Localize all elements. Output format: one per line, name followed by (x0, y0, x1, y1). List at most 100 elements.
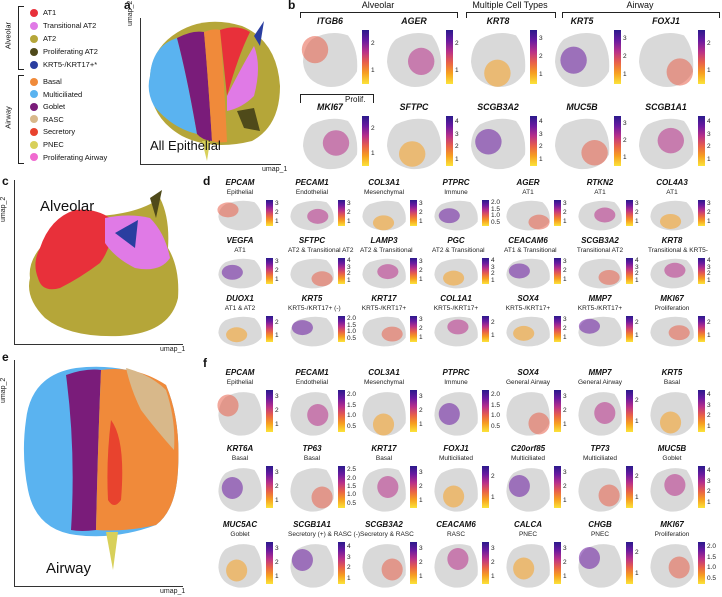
f-tick-7-2: 1 (275, 497, 279, 504)
d-umap-10 (434, 258, 478, 289)
d-tick-20-0: 2 (707, 318, 711, 326)
f-colorbar-7 (266, 466, 273, 508)
d-tick-0-1: 2 (275, 209, 279, 216)
legend-swatch (30, 127, 38, 136)
f-cell-11: C20orf85 Multiciliated 3 2 1 (504, 444, 574, 516)
d-cell-19: MMP7 KRT5-/KRT17+ 2 1 (576, 294, 646, 350)
expression-highlight (581, 140, 608, 166)
d-sub-11: AT1 & Transitional (504, 247, 557, 254)
legend-label: Transitional AT2 (43, 21, 97, 30)
f-cell-14: MUC5AC Goblet 3 2 1 (216, 520, 286, 592)
f-gene-2: COL3A1 (368, 368, 400, 377)
f-sub-14: Goblet (230, 531, 250, 538)
d-gene-4: AGER (516, 178, 540, 187)
d-umap-18 (506, 316, 550, 347)
legend-label: AT2 (43, 34, 57, 43)
expression-highlight (311, 271, 333, 287)
d-tick-7-2: 1 (275, 275, 279, 283)
f-tick-20-3: 0.5 (707, 574, 717, 582)
d-sub-0: Epithelial (226, 189, 254, 196)
legend-label: Goblet (43, 102, 66, 112)
d-umap-12 (578, 258, 622, 289)
f-sub-20: Proliferation (654, 531, 690, 538)
f-gene-6: KRT5 (661, 368, 683, 377)
d-tick-18-1: 2 (563, 325, 567, 332)
f-tick-3-2: 1.0 (491, 412, 501, 420)
legend-item-airway-5: PNEC (30, 138, 64, 151)
b-tick-9-1: 3 (707, 130, 711, 138)
d-colorbar-19 (626, 316, 633, 342)
expression-highlight (508, 475, 530, 497)
expression-highlight (598, 484, 620, 507)
f-colorbar-9 (410, 466, 417, 508)
d-sub-10: AT2 & Transitional (432, 247, 485, 254)
d-umap-20 (650, 316, 694, 347)
legend-item-airway-6: Proliferating Airway (30, 151, 107, 164)
d-umap-17 (434, 316, 478, 347)
expression-highlight (291, 320, 313, 336)
f-tick-8-0: 2.5 (347, 466, 357, 474)
b-gene-4: FOXJ1 (652, 16, 680, 26)
expression-highlight (666, 58, 693, 86)
d-tick-12-0: 4 (635, 257, 639, 265)
d-sub-5: AT1 (594, 189, 606, 196)
f-tick-11-0: 3 (563, 469, 567, 476)
f-tick-20-2: 1.0 (707, 564, 717, 572)
legend-label: Secretory (43, 127, 76, 137)
d-sub-12: Transitional AT2 (576, 247, 624, 254)
legend-item-airway-4: Secretory (30, 125, 75, 138)
b-colorbar-7 (530, 116, 537, 166)
d-tick-14-1: 1 (275, 331, 279, 339)
f-cell-1: PECAM1 Endothelial 2.0 1.5 1.0 0.5 (288, 368, 358, 440)
f-sub-18: PNEC (518, 531, 538, 538)
d-colorbar-4 (554, 200, 561, 226)
d-gene-15: KRT5 (301, 294, 323, 303)
f-umap-19 (578, 544, 622, 588)
d-tick-8-1: 3 (347, 263, 351, 271)
d-tick-1-1: 2 (347, 209, 351, 216)
legend-swatch (30, 140, 38, 149)
d-tick-12-1: 3 (635, 263, 639, 271)
b-tick-1-1: 1 (455, 66, 459, 74)
f-colorbar-20 (698, 542, 705, 584)
d-tick-3-1: 1.5 (491, 205, 501, 213)
legend-item-airway-1: Multiciliated (30, 88, 82, 101)
expression-highlight (528, 214, 550, 230)
umap-a-title: All Epithelial (150, 138, 221, 153)
expression-highlight (301, 36, 329, 64)
f-colorbar-13 (698, 466, 705, 508)
b-umap-4 (639, 33, 694, 88)
expression-highlight (377, 264, 399, 280)
f-tick-12-0: 2 (635, 472, 639, 480)
expression-highlight (381, 558, 403, 581)
b-colorbar-0 (362, 30, 369, 84)
d-colorbar-16 (410, 316, 417, 342)
d-sub-7: AT1 (234, 247, 246, 254)
expression-highlight (447, 548, 469, 570)
f-gene-20: MKI67 (660, 520, 684, 529)
d-tick-13-3: 1 (707, 276, 711, 284)
f-tick-2-2: 1 (419, 421, 423, 428)
d-tick-10-1: 3 (491, 263, 495, 271)
f-sub-5: General Airway (577, 379, 623, 386)
d-colorbar-15 (338, 316, 345, 342)
f-tick-2-1: 2 (419, 407, 423, 414)
legend-group-airway: Airway (3, 106, 13, 129)
d-sub-8: AT2 & Transitional AT2 (288, 247, 354, 254)
f-tick-13-2: 2 (707, 488, 711, 496)
b-cell-7: SCGB3A2 4 3 2 1 (468, 102, 550, 174)
umap-c-ylabel: umap_2 (0, 196, 7, 222)
cluster-at1 (220, 27, 250, 96)
d-gene-8: SFTPC (298, 236, 326, 245)
f-tick-11-2: 1 (563, 497, 567, 504)
f-cell-15: SCGB1A1 Secretory (+) & RASC (-) 4 3 2 1 (288, 520, 360, 592)
legend-item-alveolar-3: Proliferating AT2 (30, 45, 98, 58)
f-umap-11 (506, 468, 550, 512)
f-cell-8: TP63 Basal 2.5 2.0 1.5 1.0 0.5 (288, 444, 358, 516)
d-tick-11-1: 2 (563, 267, 567, 274)
cluster-proliferating-at2 (237, 108, 260, 131)
d-tick-15-0: 2.0 (347, 315, 357, 323)
legend-bracket-alveolar (18, 6, 24, 70)
d-tick-1-2: 1 (347, 217, 351, 225)
panel-label-f: f (203, 356, 207, 370)
